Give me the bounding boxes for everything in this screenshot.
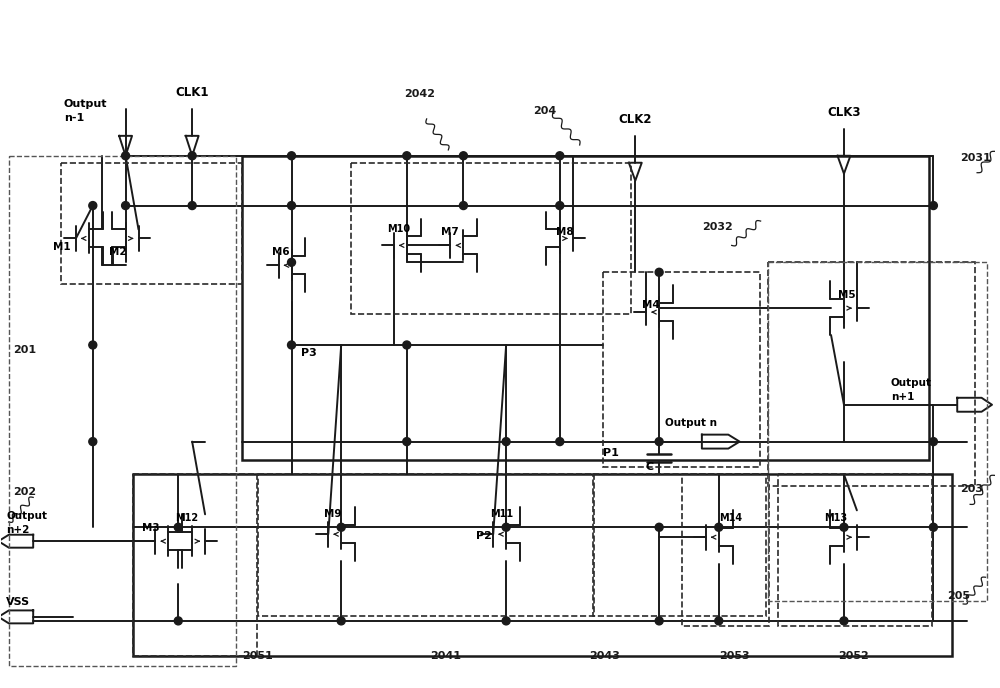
Circle shape bbox=[403, 152, 411, 160]
Circle shape bbox=[556, 152, 564, 160]
Text: 205: 205 bbox=[947, 591, 970, 601]
Text: n+2: n+2 bbox=[6, 525, 30, 535]
Text: M6: M6 bbox=[272, 248, 289, 257]
Circle shape bbox=[288, 152, 295, 160]
Circle shape bbox=[502, 617, 510, 625]
Text: 204: 204 bbox=[533, 106, 556, 116]
Circle shape bbox=[715, 524, 723, 531]
Text: M9: M9 bbox=[324, 509, 342, 519]
Text: M2: M2 bbox=[109, 248, 126, 257]
Text: C: C bbox=[645, 462, 653, 471]
Text: 2042: 2042 bbox=[404, 89, 435, 99]
Circle shape bbox=[403, 341, 411, 349]
Circle shape bbox=[288, 202, 295, 210]
Circle shape bbox=[174, 524, 182, 531]
Text: n+1: n+1 bbox=[891, 391, 914, 402]
Circle shape bbox=[122, 202, 130, 210]
Circle shape bbox=[655, 524, 663, 531]
Circle shape bbox=[89, 341, 97, 349]
Text: 203: 203 bbox=[960, 484, 983, 495]
Circle shape bbox=[188, 202, 196, 210]
Circle shape bbox=[174, 617, 182, 625]
Circle shape bbox=[655, 268, 663, 277]
Text: Output: Output bbox=[6, 511, 47, 522]
Circle shape bbox=[337, 524, 345, 531]
Text: VSS: VSS bbox=[6, 597, 30, 607]
Bar bbox=[768, 262, 987, 601]
Text: M5: M5 bbox=[838, 290, 856, 300]
Text: 2041: 2041 bbox=[431, 651, 462, 660]
Circle shape bbox=[840, 524, 848, 531]
Circle shape bbox=[929, 438, 937, 446]
Bar bbox=[682, 475, 769, 626]
Circle shape bbox=[929, 524, 937, 531]
Text: 2031: 2031 bbox=[960, 153, 991, 163]
Bar bbox=[351, 163, 631, 314]
Circle shape bbox=[288, 341, 295, 349]
Circle shape bbox=[556, 202, 564, 210]
Text: M12: M12 bbox=[175, 513, 198, 524]
Text: M8: M8 bbox=[556, 228, 573, 237]
Text: M3: M3 bbox=[142, 524, 160, 533]
Bar bbox=[9, 155, 236, 666]
Text: CLK2: CLK2 bbox=[619, 113, 652, 126]
Text: P1: P1 bbox=[603, 448, 618, 458]
Circle shape bbox=[502, 524, 510, 531]
Text: M4: M4 bbox=[642, 300, 660, 310]
Circle shape bbox=[715, 617, 723, 625]
Text: 2051: 2051 bbox=[242, 651, 273, 660]
Text: M14: M14 bbox=[719, 513, 742, 524]
Circle shape bbox=[89, 438, 97, 446]
Text: P3: P3 bbox=[301, 348, 317, 358]
Bar bbox=[242, 155, 929, 460]
Circle shape bbox=[122, 152, 130, 160]
Bar bbox=[778, 475, 932, 626]
Circle shape bbox=[459, 202, 467, 210]
Circle shape bbox=[459, 152, 467, 160]
Text: Output: Output bbox=[891, 378, 932, 388]
Circle shape bbox=[655, 438, 663, 446]
Text: 2052: 2052 bbox=[838, 651, 869, 660]
Text: CLK3: CLK3 bbox=[827, 106, 861, 119]
Bar bbox=[768, 262, 975, 486]
Circle shape bbox=[288, 259, 295, 266]
Circle shape bbox=[403, 438, 411, 446]
Text: M10: M10 bbox=[387, 224, 410, 235]
Bar bbox=[593, 475, 766, 616]
Circle shape bbox=[89, 202, 97, 210]
Text: 201: 201 bbox=[13, 345, 36, 355]
Circle shape bbox=[655, 617, 663, 625]
Bar bbox=[133, 475, 952, 656]
Text: n-1: n-1 bbox=[64, 113, 84, 123]
Text: CLK1: CLK1 bbox=[175, 86, 209, 99]
Circle shape bbox=[502, 438, 510, 446]
Text: M7: M7 bbox=[441, 228, 458, 237]
Circle shape bbox=[929, 202, 937, 210]
Bar bbox=[61, 163, 242, 284]
Text: M11: M11 bbox=[490, 509, 513, 519]
Circle shape bbox=[840, 617, 848, 625]
Text: Output: Output bbox=[64, 99, 107, 109]
Circle shape bbox=[556, 438, 564, 446]
Text: 2043: 2043 bbox=[590, 651, 620, 660]
Text: P2: P2 bbox=[476, 531, 492, 541]
Text: Output n: Output n bbox=[665, 418, 717, 428]
Text: M13: M13 bbox=[824, 513, 847, 524]
Text: 202: 202 bbox=[13, 487, 36, 497]
Text: 2032: 2032 bbox=[702, 222, 733, 233]
Circle shape bbox=[337, 617, 345, 625]
Circle shape bbox=[188, 152, 196, 160]
Bar bbox=[133, 475, 257, 656]
Bar bbox=[603, 272, 760, 466]
Text: M1: M1 bbox=[53, 242, 71, 252]
Bar bbox=[258, 475, 594, 616]
Text: 2053: 2053 bbox=[719, 651, 749, 660]
